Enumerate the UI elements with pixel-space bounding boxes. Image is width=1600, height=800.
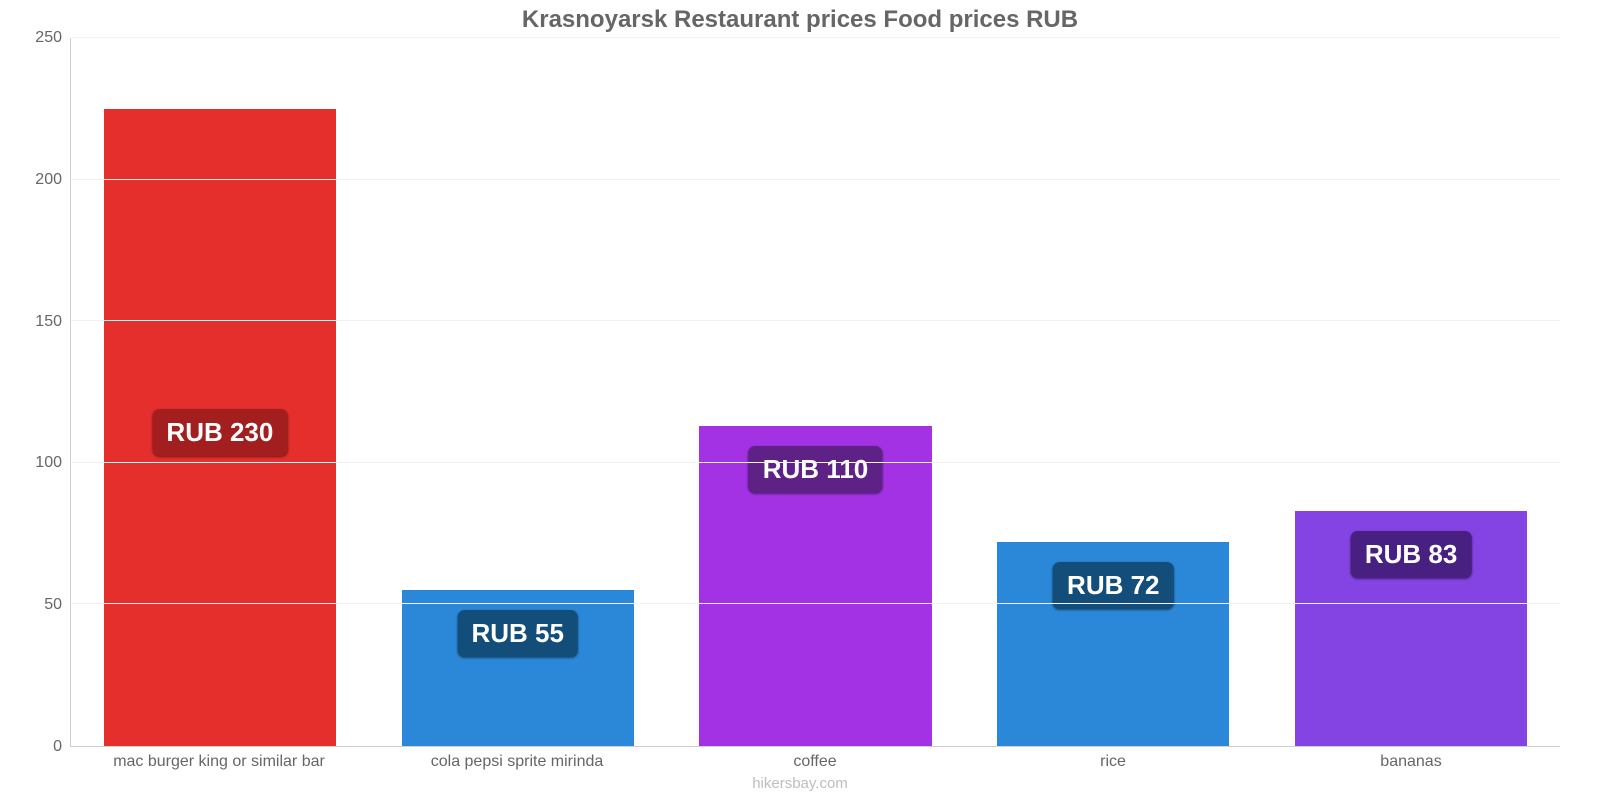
bar: RUB 110 bbox=[699, 426, 931, 746]
y-tick-label: 150 bbox=[35, 313, 62, 331]
plot-row: 050100150200250 RUB 230RUB 55RUB 110RUB … bbox=[0, 38, 1600, 747]
plot-area: RUB 230 RUB 55 RUB 110 RUB 72 RUB 83 bbox=[70, 38, 1560, 747]
bar-slot: RUB 55 bbox=[369, 38, 667, 746]
y-tick-label: 200 bbox=[35, 171, 62, 189]
x-tick-label: coffee bbox=[666, 747, 964, 771]
x-tick-label: rice bbox=[964, 747, 1262, 771]
bar: RUB 230 bbox=[104, 109, 336, 746]
bar: RUB 83 bbox=[1295, 511, 1527, 746]
bar-slot: RUB 72 bbox=[964, 38, 1262, 746]
chart-container: Krasnoyarsk Restaurant prices Food price… bbox=[0, 0, 1600, 800]
x-axis: mac burger king or similar barcola pepsi… bbox=[0, 747, 1600, 771]
value-badge: RUB 55 bbox=[457, 610, 577, 657]
value-badge: RUB 110 bbox=[749, 446, 883, 493]
value-badge: RUB 230 bbox=[152, 409, 287, 456]
bars-container: RUB 230 RUB 55 RUB 110 RUB 72 RUB 83 bbox=[71, 38, 1560, 746]
gridline bbox=[71, 37, 1560, 38]
x-tick-label: bananas bbox=[1262, 747, 1560, 771]
chart-source: hikersbay.com bbox=[0, 771, 1600, 800]
bar-slot: RUB 230 bbox=[71, 38, 369, 746]
value-badge: RUB 83 bbox=[1351, 531, 1471, 578]
bar: RUB 55 bbox=[402, 590, 634, 746]
gridline bbox=[71, 320, 1560, 321]
x-tick-label: cola pepsi sprite mirinda bbox=[368, 747, 666, 771]
y-tick-label: 0 bbox=[53, 738, 62, 756]
gridline bbox=[71, 462, 1560, 463]
bar: RUB 72 bbox=[997, 542, 1229, 746]
gridline bbox=[71, 179, 1560, 180]
y-tick-label: 250 bbox=[35, 29, 62, 47]
value-badge: RUB 72 bbox=[1053, 562, 1173, 609]
bar-slot: RUB 83 bbox=[1262, 38, 1560, 746]
gridline bbox=[71, 603, 1560, 604]
y-axis: 050100150200250 bbox=[10, 38, 70, 747]
x-tick-label: mac burger king or similar bar bbox=[70, 747, 368, 771]
y-tick-label: 100 bbox=[35, 454, 62, 472]
y-tick-label: 50 bbox=[44, 596, 62, 614]
chart-title: Krasnoyarsk Restaurant prices Food price… bbox=[0, 0, 1600, 38]
bar-slot: RUB 110 bbox=[667, 38, 965, 746]
